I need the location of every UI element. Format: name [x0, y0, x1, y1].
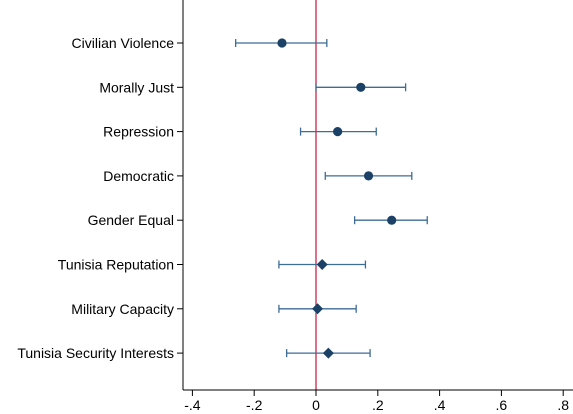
point-estimate-diamond — [316, 259, 328, 270]
point-estimate-diamond — [322, 347, 334, 359]
point-estimate-circle — [363, 171, 374, 181]
category-label: Military Capacity — [71, 301, 174, 317]
category-label: Tunisia Security Interests — [17, 345, 174, 361]
point-estimate-circle — [356, 82, 366, 92]
x-tick-label: .2 — [372, 397, 384, 413]
x-tick-label: -.2 — [246, 397, 263, 413]
point-estimate-circle — [387, 215, 397, 225]
x-tick-label: .8 — [557, 397, 569, 413]
x-tick-label: -.4 — [184, 397, 201, 413]
category-label: Morally Just — [99, 79, 174, 95]
x-tick-label: .4 — [434, 397, 446, 413]
category-label: Repression — [103, 124, 174, 140]
point-estimate-diamond — [312, 303, 324, 315]
category-label: Gender Equal — [88, 212, 174, 228]
category-label: Civilian Violence — [72, 35, 175, 51]
point-estimate-circle — [333, 127, 343, 137]
x-tick-label: 0 — [312, 397, 320, 413]
category-label: Democratic — [103, 168, 174, 184]
x-tick-label: .6 — [496, 397, 508, 413]
point-estimate-circle — [277, 38, 287, 48]
category-label: Tunisia Reputation — [58, 257, 174, 273]
